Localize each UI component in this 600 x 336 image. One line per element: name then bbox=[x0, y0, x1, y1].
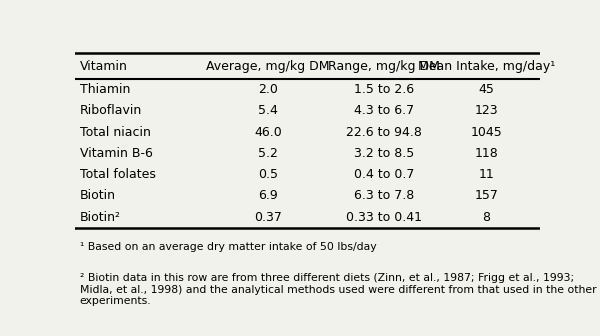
Text: Total niacin: Total niacin bbox=[80, 126, 151, 139]
Text: Mean Intake, mg/day¹: Mean Intake, mg/day¹ bbox=[418, 60, 555, 73]
Text: 5.2: 5.2 bbox=[258, 147, 278, 160]
Text: Average, mg/kg DM: Average, mg/kg DM bbox=[206, 60, 330, 73]
Text: Riboflavin: Riboflavin bbox=[80, 104, 142, 118]
Text: 0.4 to 0.7: 0.4 to 0.7 bbox=[354, 168, 415, 181]
Text: 123: 123 bbox=[475, 104, 499, 118]
Text: 118: 118 bbox=[475, 147, 499, 160]
Text: Thiamin: Thiamin bbox=[80, 83, 130, 96]
Text: 2.0: 2.0 bbox=[258, 83, 278, 96]
Text: Total folates: Total folates bbox=[80, 168, 155, 181]
Text: Biotin²: Biotin² bbox=[80, 211, 121, 223]
Text: 4.3 to 6.7: 4.3 to 6.7 bbox=[354, 104, 414, 118]
Text: ¹ Based on an average dry matter intake of 50 lbs/day: ¹ Based on an average dry matter intake … bbox=[80, 242, 376, 252]
Text: 3.2 to 8.5: 3.2 to 8.5 bbox=[354, 147, 415, 160]
Text: Vitamin: Vitamin bbox=[80, 60, 128, 73]
Text: 6.9: 6.9 bbox=[258, 189, 278, 202]
Text: 1045: 1045 bbox=[470, 126, 502, 139]
Text: 45: 45 bbox=[479, 83, 494, 96]
Text: 22.6 to 94.8: 22.6 to 94.8 bbox=[346, 126, 422, 139]
Text: Range, mg/kg DM: Range, mg/kg DM bbox=[328, 60, 440, 73]
Text: 46.0: 46.0 bbox=[254, 126, 282, 139]
Text: 0.5: 0.5 bbox=[258, 168, 278, 181]
Text: 0.33 to 0.41: 0.33 to 0.41 bbox=[346, 211, 422, 223]
Text: Vitamin B-6: Vitamin B-6 bbox=[80, 147, 152, 160]
Text: 6.3 to 7.8: 6.3 to 7.8 bbox=[354, 189, 415, 202]
Text: Biotin: Biotin bbox=[80, 189, 116, 202]
Text: 5.4: 5.4 bbox=[258, 104, 278, 118]
Text: 11: 11 bbox=[479, 168, 494, 181]
Text: 157: 157 bbox=[475, 189, 499, 202]
Text: 8: 8 bbox=[482, 211, 491, 223]
Text: ² Biotin data in this row are from three different diets (Zinn, et al., 1987; Fr: ² Biotin data in this row are from three… bbox=[80, 273, 596, 306]
Text: 1.5 to 2.6: 1.5 to 2.6 bbox=[354, 83, 414, 96]
Text: 0.37: 0.37 bbox=[254, 211, 282, 223]
